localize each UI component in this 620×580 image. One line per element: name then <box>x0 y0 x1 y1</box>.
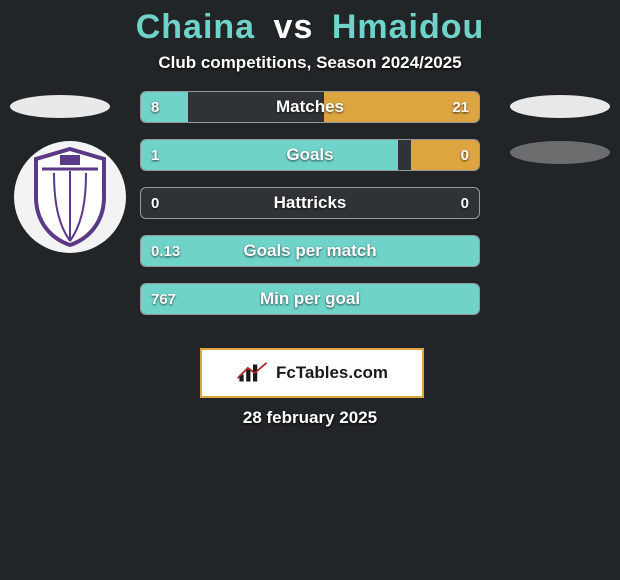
stat-label: Hattricks <box>141 188 479 218</box>
left-value: 767 <box>151 284 176 314</box>
stat-row: Goals1 0 <box>140 139 480 171</box>
right-ellipse-badge-2 <box>510 141 610 164</box>
stat-label: Goals <box>141 140 479 170</box>
comparison-card: Chaina vs Hmaidou Club competitions, Sea… <box>0 0 620 580</box>
player2-name: Hmaidou <box>332 8 484 46</box>
left-value: 1 <box>151 140 159 170</box>
date-text: 28 february 2025 <box>0 408 620 428</box>
subtitle: Club competitions, Season 2024/2025 <box>0 53 620 73</box>
barchart-icon <box>236 361 270 385</box>
club-crest <box>14 141 126 253</box>
vs-text: vs <box>274 8 314 46</box>
left-value: 0 <box>151 188 159 218</box>
stat-label: Matches <box>141 92 479 122</box>
shield-icon <box>29 147 111 247</box>
stat-row: Min per goal767 <box>140 283 480 315</box>
attribution-box[interactable]: FcTables.com <box>200 348 424 398</box>
right-value: 0 <box>461 140 469 170</box>
stat-row: Matches8 21 <box>140 91 480 123</box>
left-value: 0.13 <box>151 236 180 266</box>
attribution-text: FcTables.com <box>276 363 388 383</box>
stat-row: Goals per match0.13 <box>140 235 480 267</box>
stat-row: Hattricks0 0 <box>140 187 480 219</box>
player1-name: Chaina <box>136 8 255 46</box>
right-ellipse-badge <box>510 95 610 118</box>
left-ellipse-badge <box>10 95 110 118</box>
stat-label: Goals per match <box>141 236 479 266</box>
left-value: 8 <box>151 92 159 122</box>
stat-label: Min per goal <box>141 284 479 314</box>
stat-bars: Matches821Goals10Hattricks00Goals per ma… <box>140 91 480 331</box>
page-title: Chaina vs Hmaidou <box>0 0 620 47</box>
right-value: 0 <box>461 188 469 218</box>
right-value: 21 <box>452 92 469 122</box>
